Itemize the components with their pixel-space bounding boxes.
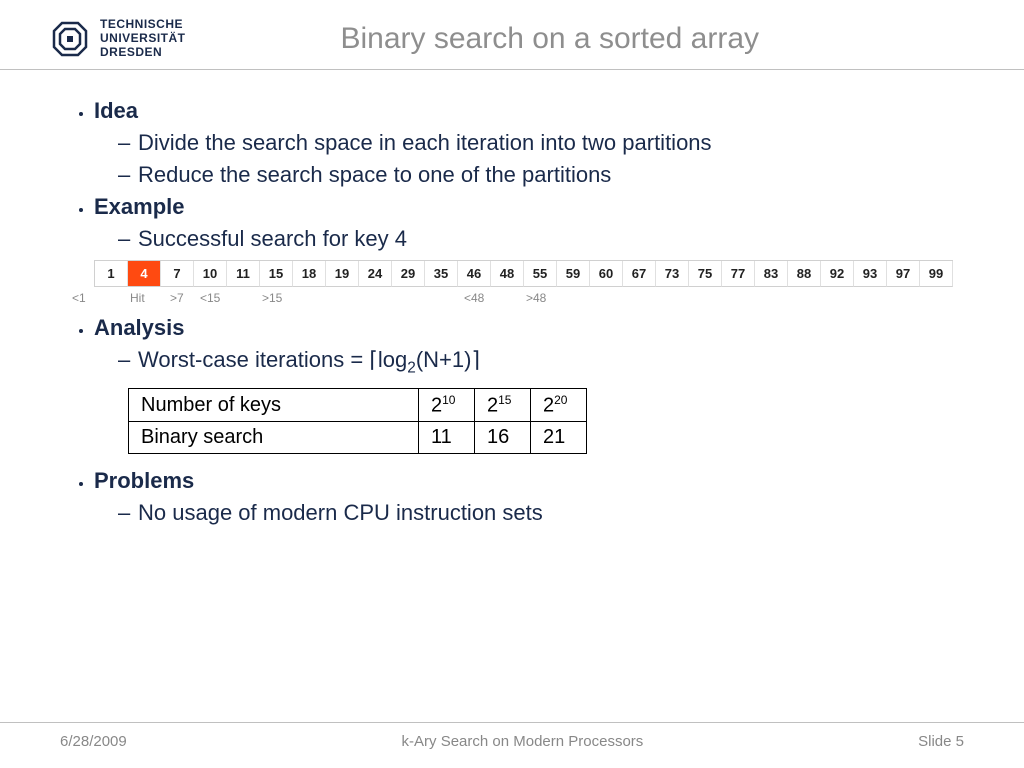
- logo-line1: TECHNISCHE: [100, 18, 186, 32]
- array-cell: 59: [557, 261, 590, 287]
- formula-prefix: Worst-case iterations =: [138, 347, 369, 372]
- table-row: Binary search 11 16 21: [129, 422, 587, 454]
- idea-item-1: Divide the search space in each iteratio…: [118, 130, 964, 156]
- array-cell: 24: [359, 261, 392, 287]
- footer-center: k-Ary Search on Modern Processors: [402, 733, 644, 750]
- logo-line3: DRESDEN: [100, 46, 186, 60]
- row2-v2: 16: [475, 422, 531, 454]
- array-cell: 10: [194, 261, 227, 287]
- analysis-heading: Analysis: [94, 315, 185, 340]
- analysis-formula: Worst-case iterations = ⌈log2(N+1)⌉: [118, 347, 964, 377]
- row2-label: Binary search: [129, 422, 419, 454]
- array-cell: 4: [128, 261, 161, 287]
- footer-date: 6/28/2009: [60, 733, 127, 750]
- array-cell: 99: [920, 261, 953, 287]
- analysis-table: Number of keys 210 215 220 Binary search…: [128, 388, 587, 455]
- example-heading: Example: [94, 194, 185, 219]
- array-cell: 7: [161, 261, 194, 287]
- example-item-1: Successful search for key 4: [118, 226, 964, 252]
- array-cell: 60: [590, 261, 623, 287]
- logo-line2: UNIVERSITÄT: [100, 32, 186, 46]
- array-cell: 48: [491, 261, 524, 287]
- problems-item-1: No usage of modern CPU instruction sets: [118, 500, 964, 526]
- array-cell: 55: [524, 261, 557, 287]
- row2-v1: 11: [419, 422, 475, 454]
- problems-heading: Problems: [94, 468, 194, 493]
- array-annotation: <15: [200, 291, 220, 305]
- row1-label: Number of keys: [129, 388, 419, 422]
- table-row: Number of keys 210 215 220: [129, 388, 587, 422]
- bullet-example: Example Successful search for key 4 1471…: [94, 194, 964, 309]
- formula-log: log: [378, 347, 407, 372]
- array-annotation: >7: [170, 291, 184, 305]
- row1-v3: 220: [531, 388, 587, 422]
- array-cell: 29: [392, 261, 425, 287]
- array-cell: 92: [821, 261, 854, 287]
- row1-v2: 215: [475, 388, 531, 422]
- array-cell: 73: [656, 261, 689, 287]
- formula-sub: 2: [407, 360, 416, 377]
- idea-heading: Idea: [94, 98, 138, 123]
- array-cell: 18: [293, 261, 326, 287]
- array-cell: 88: [788, 261, 821, 287]
- array-annotation: >48: [526, 291, 546, 305]
- array-cell: 19: [326, 261, 359, 287]
- array-annotation: <48: [464, 291, 484, 305]
- array-annotation: >15: [262, 291, 282, 305]
- array-cell: 97: [887, 261, 920, 287]
- row1-v1: 210: [419, 388, 475, 422]
- university-logo: TECHNISCHE UNIVERSITÄT DRESDEN: [50, 18, 186, 59]
- array-annotation: <1: [72, 291, 86, 305]
- array-cell: 77: [722, 261, 755, 287]
- array-cell: 11: [227, 261, 260, 287]
- slide-footer: 6/28/2009 k-Ary Search on Modern Process…: [0, 722, 1024, 768]
- array-cell: 75: [689, 261, 722, 287]
- footer-rule: [0, 722, 1024, 723]
- array-annotation: Hit: [130, 291, 145, 305]
- formula-arg: (N+1): [416, 347, 472, 372]
- bullet-problems: Problems No usage of modern CPU instruct…: [94, 468, 964, 526]
- array-cell: 93: [854, 261, 887, 287]
- array-cell: 67: [623, 261, 656, 287]
- footer-right: Slide 5: [918, 733, 964, 750]
- example-array: 1471011151819242935464855596067737577838…: [94, 260, 964, 309]
- array-cell: 1: [95, 261, 128, 287]
- array-cell: 83: [755, 261, 788, 287]
- slide-title: Binary search on a sorted array: [186, 22, 974, 56]
- bullet-idea: Idea Divide the search space in each ite…: [94, 98, 964, 188]
- array-cell: 46: [458, 261, 491, 287]
- array-cell: 15: [260, 261, 293, 287]
- row2-v3: 21: [531, 422, 587, 454]
- idea-item-2: Reduce the search space to one of the pa…: [118, 162, 964, 188]
- slide-content: Idea Divide the search space in each ite…: [0, 70, 1024, 526]
- bullet-analysis: Analysis Worst-case iterations = ⌈log2(N…: [94, 315, 964, 454]
- array-cell: 35: [425, 261, 458, 287]
